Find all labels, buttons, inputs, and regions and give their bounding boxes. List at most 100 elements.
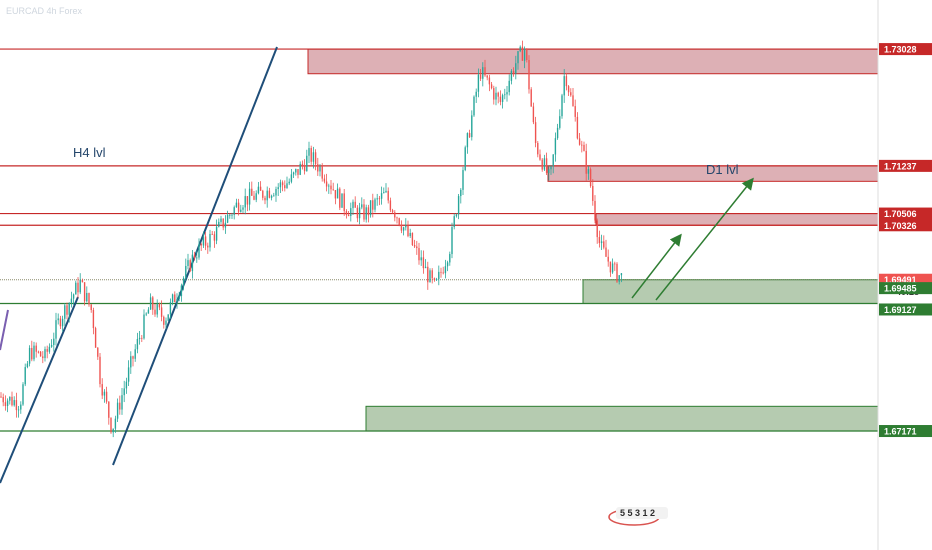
candle-body — [264, 197, 266, 201]
candle-body — [530, 89, 532, 107]
support-zone[interactable] — [582, 279, 879, 304]
candle-body — [394, 212, 396, 218]
candle-body — [594, 200, 596, 221]
candle-body — [242, 207, 244, 210]
candle-body — [620, 273, 623, 276]
candle-body — [343, 193, 345, 212]
candle-body — [116, 402, 119, 419]
candle-body — [143, 314, 145, 339]
candle-body — [28, 347, 31, 364]
candle-body — [614, 263, 616, 265]
candle-body — [506, 92, 508, 95]
candle-body — [39, 351, 42, 357]
candle-body — [420, 257, 422, 261]
price-tag-label: 1.73028 — [884, 45, 917, 55]
d1-level-note[interactable]: D1 lvl — [706, 162, 739, 177]
candle-body — [127, 367, 130, 382]
candle-body — [537, 142, 539, 155]
candle-body — [545, 158, 548, 173]
candle-body — [446, 262, 449, 267]
candle-body — [147, 309, 150, 314]
resistance-zone[interactable] — [595, 213, 879, 226]
support-zone[interactable] — [365, 405, 879, 432]
projection-arrow-short[interactable] — [631, 233, 682, 299]
candle-body — [75, 282, 77, 295]
candle-body — [616, 263, 618, 282]
candle-body — [112, 428, 114, 433]
candle-body — [110, 417, 112, 433]
candle-body — [145, 313, 147, 315]
candle-body — [187, 260, 189, 267]
candle-body — [59, 318, 62, 327]
candle-body — [277, 187, 279, 190]
candle-body — [193, 254, 196, 259]
candle-body — [473, 96, 475, 116]
candle-body — [211, 233, 213, 235]
candle-body — [130, 356, 132, 368]
projection-arrow-long[interactable] — [655, 177, 754, 301]
candle-body — [182, 277, 185, 286]
candle-body — [268, 190, 271, 198]
candle-body — [255, 193, 257, 200]
candle-body — [317, 164, 319, 172]
candle-body — [132, 356, 134, 359]
resistance-zone[interactable] — [307, 48, 879, 75]
candle-body — [339, 188, 341, 208]
candle-body — [44, 349, 46, 359]
candle-body — [61, 318, 64, 327]
candle-body — [328, 185, 330, 187]
candle-body — [169, 302, 172, 315]
candle-body — [548, 169, 550, 173]
candle-body — [31, 347, 33, 360]
candle-body — [510, 71, 513, 81]
candle-body — [273, 195, 275, 197]
trendline-lower[interactable] — [0, 296, 79, 484]
candle-body — [618, 275, 620, 282]
candle-body — [92, 310, 95, 329]
candle-body — [541, 159, 543, 170]
candle-body — [233, 207, 235, 215]
candle-body — [479, 74, 482, 79]
candle-body — [565, 76, 568, 87]
candle-body — [587, 169, 590, 174]
candle-body — [385, 190, 387, 193]
candle-body — [72, 294, 75, 299]
candle-body — [574, 106, 576, 117]
h4-level-note[interactable]: H4 lvl — [73, 145, 106, 160]
candle-body — [543, 158, 546, 170]
candle-body — [218, 221, 220, 227]
candle-body — [312, 152, 315, 162]
candle-body — [83, 282, 86, 302]
candle-body — [77, 282, 79, 293]
candle-body — [325, 181, 328, 187]
candle-body — [460, 189, 462, 197]
candle-body — [103, 391, 106, 396]
candle-body — [561, 95, 563, 117]
candle-body — [583, 144, 585, 151]
price-tag-label: 1.71237 — [884, 161, 917, 171]
candle-body — [121, 395, 123, 410]
candle-body — [396, 217, 398, 219]
candle-body — [526, 48, 528, 60]
candle-body — [167, 314, 169, 321]
candle-body — [567, 86, 570, 93]
candle-body — [609, 261, 612, 273]
candle-body — [46, 349, 48, 352]
candle-body — [17, 409, 20, 411]
candle-body — [429, 270, 431, 283]
candle-body — [200, 243, 202, 246]
candle-body — [435, 278, 438, 281]
price-tag-label: 1.69485 — [884, 284, 917, 294]
candle-body — [20, 404, 22, 410]
candle-body — [15, 400, 18, 411]
candle-body — [418, 248, 420, 261]
candle-body — [367, 207, 370, 216]
candle-body — [189, 260, 191, 272]
candle-body — [308, 148, 310, 156]
trendline-fragment[interactable] — [0, 309, 9, 351]
candle-body — [521, 46, 524, 61]
candle-body — [413, 245, 416, 247]
